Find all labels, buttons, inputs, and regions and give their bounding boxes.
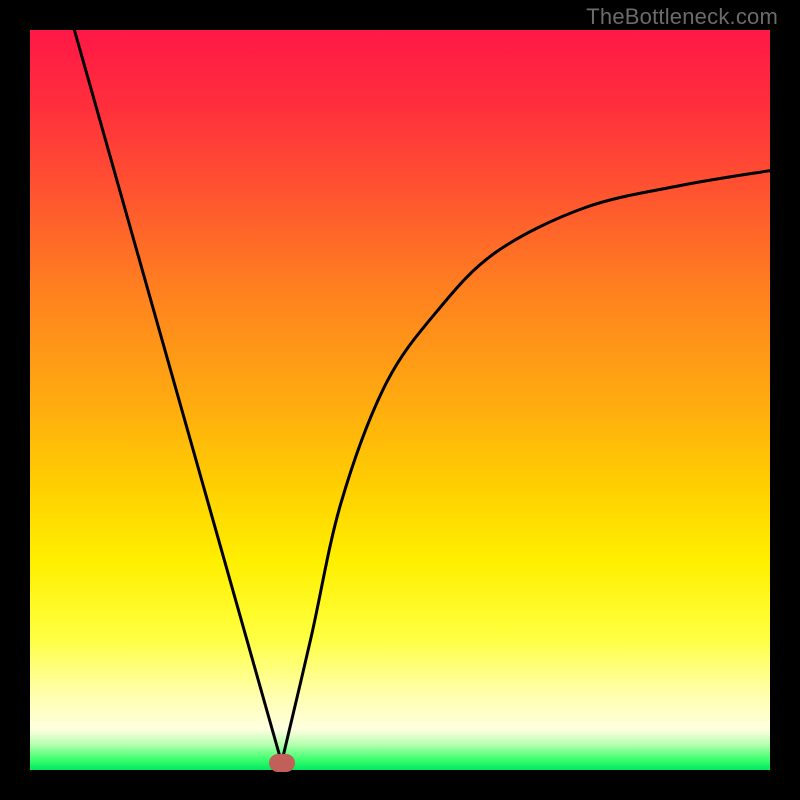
curve-layer [30, 30, 770, 770]
plot-area [30, 30, 770, 770]
minimum-marker [269, 754, 295, 772]
bottleneck-curve [74, 30, 770, 763]
watermark-text: TheBottleneck.com [586, 4, 778, 30]
